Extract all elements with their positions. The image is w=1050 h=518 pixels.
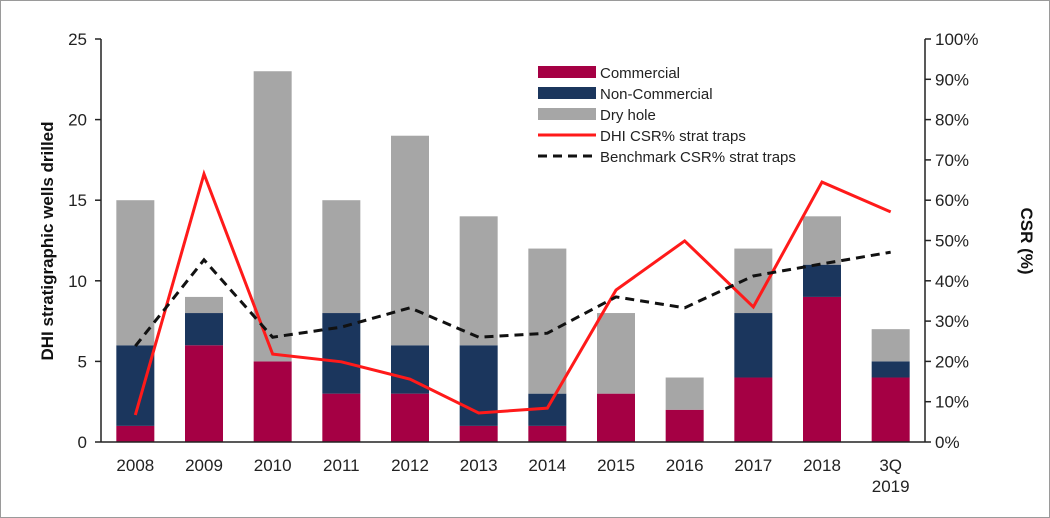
bar-dry-hole-2011 xyxy=(322,200,361,314)
bar-non-commercial-2009 xyxy=(185,313,223,346)
bar-dry-hole-2018 xyxy=(803,216,841,265)
x-tick-label: 2011 xyxy=(323,456,360,475)
right-tick-label: 90% xyxy=(935,70,969,89)
right-tick-label: 40% xyxy=(935,272,969,291)
x-tick-label: 2012 xyxy=(391,456,429,475)
left-tick-label: 5 xyxy=(78,352,87,371)
left-tick-label: 0 xyxy=(78,433,87,452)
left-tick-label: 10 xyxy=(68,272,87,291)
legend-label: DHI CSR% strat traps xyxy=(600,128,746,145)
bar-commercial-2018 xyxy=(803,296,841,442)
x-tick-label: 2013 xyxy=(460,456,498,475)
x-tick-label: 2014 xyxy=(528,456,566,475)
bar-commercial-2012 xyxy=(391,393,429,442)
bar-commercial-2014 xyxy=(528,425,567,442)
bar-dry-hole-3Q-2019 xyxy=(871,329,910,362)
line-dhi-csr-strat-traps xyxy=(133,169,892,416)
bar-dry-hole-2010 xyxy=(253,71,292,362)
y-axis-label: DHI stratigraphic wells drilled xyxy=(38,121,57,360)
bar-non-commercial-2018 xyxy=(803,264,841,297)
bar-commercial-2017 xyxy=(734,377,773,442)
x-tick-label: 3Q xyxy=(879,456,902,475)
bar-dry-hole-2012 xyxy=(391,135,429,346)
right-tick-label: 70% xyxy=(935,151,969,170)
bar-dry-hole-2016 xyxy=(665,377,704,410)
right-tick-label: 80% xyxy=(935,111,969,130)
bar-non-commercial-2017 xyxy=(734,313,773,378)
bar-dry-hole-2014 xyxy=(528,248,567,394)
bar-commercial-3Q-2019 xyxy=(871,377,910,442)
right-tick-label: 60% xyxy=(935,191,969,210)
right-tick-label: 30% xyxy=(935,312,969,331)
x-tick-label: 2008 xyxy=(116,456,154,475)
bar-commercial-2013 xyxy=(459,425,498,442)
bar-non-commercial-2011 xyxy=(322,313,361,394)
y2-axis-label: CSR (%) xyxy=(1017,207,1036,274)
bar-commercial-2008 xyxy=(116,425,155,442)
right-tick-label: 20% xyxy=(935,352,969,371)
legend-label: Benchmark CSR% strat traps xyxy=(600,149,796,166)
bar-commercial-2011 xyxy=(322,393,361,442)
right-tick-label: 100% xyxy=(935,30,978,49)
legend-swatch xyxy=(538,108,596,120)
x-tick-label: 2010 xyxy=(254,456,292,475)
bar-dry-hole-2008 xyxy=(116,200,155,346)
bar-non-commercial-3Q-2019 xyxy=(871,361,910,378)
x-tick-label: 2016 xyxy=(666,456,704,475)
legend-label: Non-Commercial xyxy=(600,86,713,103)
legend-label: Commercial xyxy=(600,65,680,82)
x-tick-label: 2017 xyxy=(734,456,772,475)
x-tick-label: 2018 xyxy=(803,456,841,475)
bar-commercial-2009 xyxy=(185,345,223,442)
x-tick-label: 2019 xyxy=(872,477,910,496)
left-tick-label: 25 xyxy=(68,30,87,49)
bar-commercial-2010 xyxy=(253,361,292,442)
left-tick-label: 15 xyxy=(68,191,87,210)
legend-label: Dry hole xyxy=(600,107,656,124)
right-tick-label: 10% xyxy=(935,393,969,412)
left-tick-label: 20 xyxy=(68,111,87,130)
legend-swatch xyxy=(538,66,596,78)
legend-swatch xyxy=(538,87,596,99)
line-benchmark-csr-strat-traps xyxy=(134,250,891,348)
right-tick-label: 50% xyxy=(935,232,969,251)
x-tick-label: 2015 xyxy=(597,456,635,475)
bar-commercial-2016 xyxy=(665,409,704,442)
bar-dry-hole-2015 xyxy=(597,313,635,394)
bar-dry-hole-2013 xyxy=(459,216,498,346)
bar-commercial-2015 xyxy=(597,393,635,442)
right-tick-label: 0% xyxy=(935,433,960,452)
bar-dry-hole-2009 xyxy=(185,296,223,314)
x-tick-label: 2009 xyxy=(185,456,223,475)
